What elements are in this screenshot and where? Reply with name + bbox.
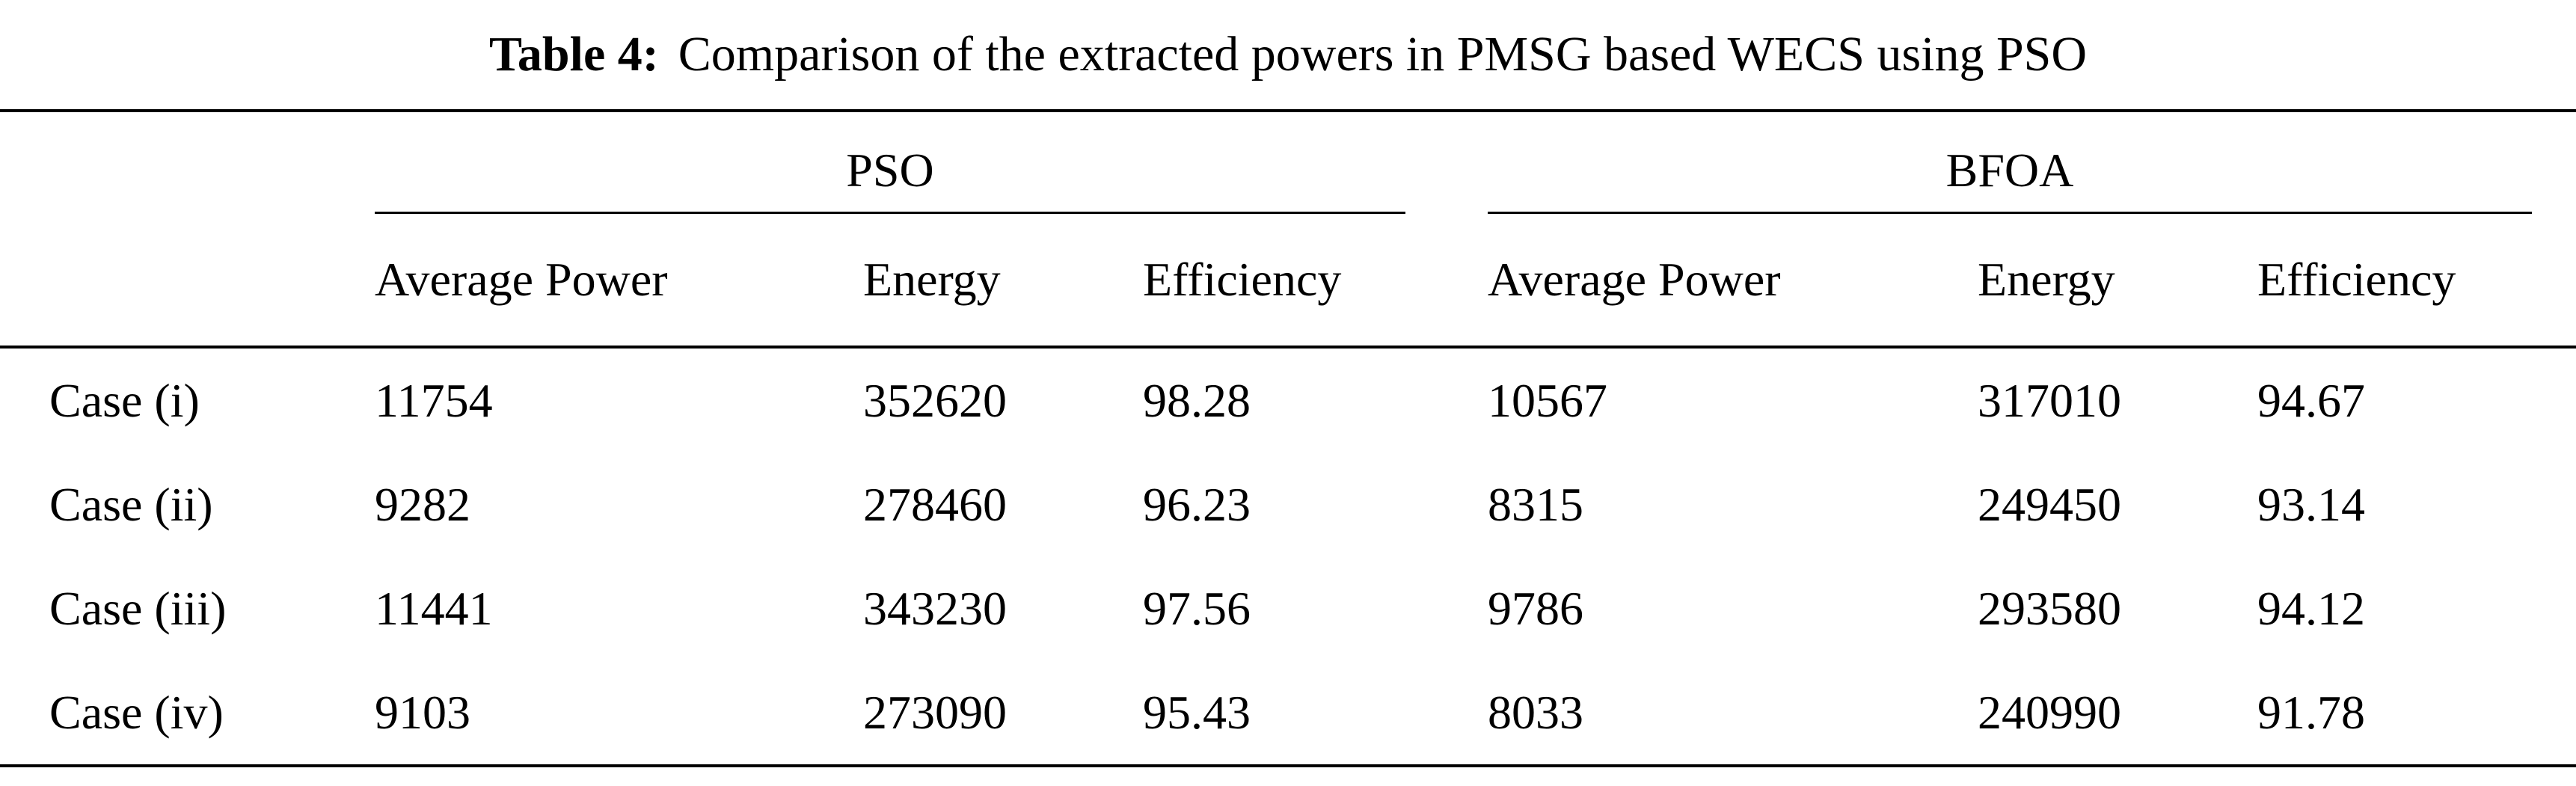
data-cell-pso-efficiency: 97.56 xyxy=(1143,581,1251,635)
data-cell-bfoa-average-power: 8033 xyxy=(1488,685,1583,739)
group-header-row: PSO BFOA xyxy=(0,112,2576,214)
data-cell-pso-average-power: 9282 xyxy=(375,477,470,531)
group-header-pso: PSO xyxy=(375,112,1405,214)
row-label: Case (i) xyxy=(49,373,200,427)
top-rule xyxy=(0,109,2576,112)
column-header-bfoa-average-power: Average Power xyxy=(1488,253,1781,306)
table-row: Case (iii) 11441 343230 97.56 9786 29358… xyxy=(0,556,2576,660)
data-cell-pso-efficiency: 95.43 xyxy=(1143,685,1251,739)
data-cell-bfoa-average-power: 9786 xyxy=(1488,581,1583,635)
column-header-pso-average-power: Average Power xyxy=(375,253,668,306)
row-label: Case (iv) xyxy=(49,685,224,739)
column-header-pso-energy: Energy xyxy=(863,253,1001,306)
row-label: Case (ii) xyxy=(49,477,213,531)
table-row: Case (ii) 9282 278460 96.23 8315 249450 … xyxy=(0,452,2576,556)
data-cell-pso-energy: 352620 xyxy=(863,373,1007,427)
table-caption: Table 4: Comparison of the extracted pow… xyxy=(0,0,2576,109)
column-header-spacer xyxy=(0,214,375,346)
bottom-rule xyxy=(0,764,2576,767)
data-cell-pso-energy: 273090 xyxy=(863,685,1007,739)
data-cell-pso-efficiency: 96.23 xyxy=(1143,477,1251,531)
data-cell-bfoa-average-power: 10567 xyxy=(1488,373,1607,427)
data-cell-bfoa-efficiency: 93.14 xyxy=(2257,477,2365,531)
data-cell-pso-average-power: 9103 xyxy=(375,685,470,739)
data-cell-bfoa-energy: 293580 xyxy=(1978,581,2121,635)
row-label: Case (iii) xyxy=(49,581,227,635)
column-header-bfoa-energy: Energy xyxy=(1978,253,2115,306)
group-header-bfoa: BFOA xyxy=(1488,112,2532,214)
data-cell-pso-efficiency: 98.28 xyxy=(1143,373,1251,427)
column-header-bfoa-efficiency: Efficiency xyxy=(2257,253,2456,306)
table-row: Case (i) 11754 352620 98.28 10567 317010… xyxy=(0,349,2576,452)
data-cell-bfoa-efficiency: 94.67 xyxy=(2257,373,2365,427)
header-rule xyxy=(0,346,2576,349)
data-cell-pso-energy: 343230 xyxy=(863,581,1007,635)
data-cell-pso-energy: 278460 xyxy=(863,477,1007,531)
table-row: Case (iv) 9103 273090 95.43 8033 240990 … xyxy=(0,660,2576,764)
data-cell-bfoa-energy: 240990 xyxy=(1978,685,2121,739)
table-caption-text: Comparison of the extracted powers in PM… xyxy=(678,27,2088,82)
column-header-pso-efficiency: Efficiency xyxy=(1143,253,1342,306)
group-header-spacer xyxy=(0,112,375,214)
data-cell-bfoa-average-power: 8315 xyxy=(1488,477,1583,531)
data-cell-bfoa-efficiency: 94.12 xyxy=(2257,581,2365,635)
data-cell-pso-average-power: 11754 xyxy=(375,373,493,427)
data-cell-pso-average-power: 11441 xyxy=(375,581,493,635)
data-cell-bfoa-efficiency: 91.78 xyxy=(2257,685,2365,739)
data-cell-bfoa-energy: 317010 xyxy=(1978,373,2121,427)
data-cell-bfoa-energy: 249450 xyxy=(1978,477,2121,531)
column-header-row: Average Power Energy Efficiency Average … xyxy=(0,214,2576,346)
table-caption-label: Table 4: xyxy=(488,27,659,82)
